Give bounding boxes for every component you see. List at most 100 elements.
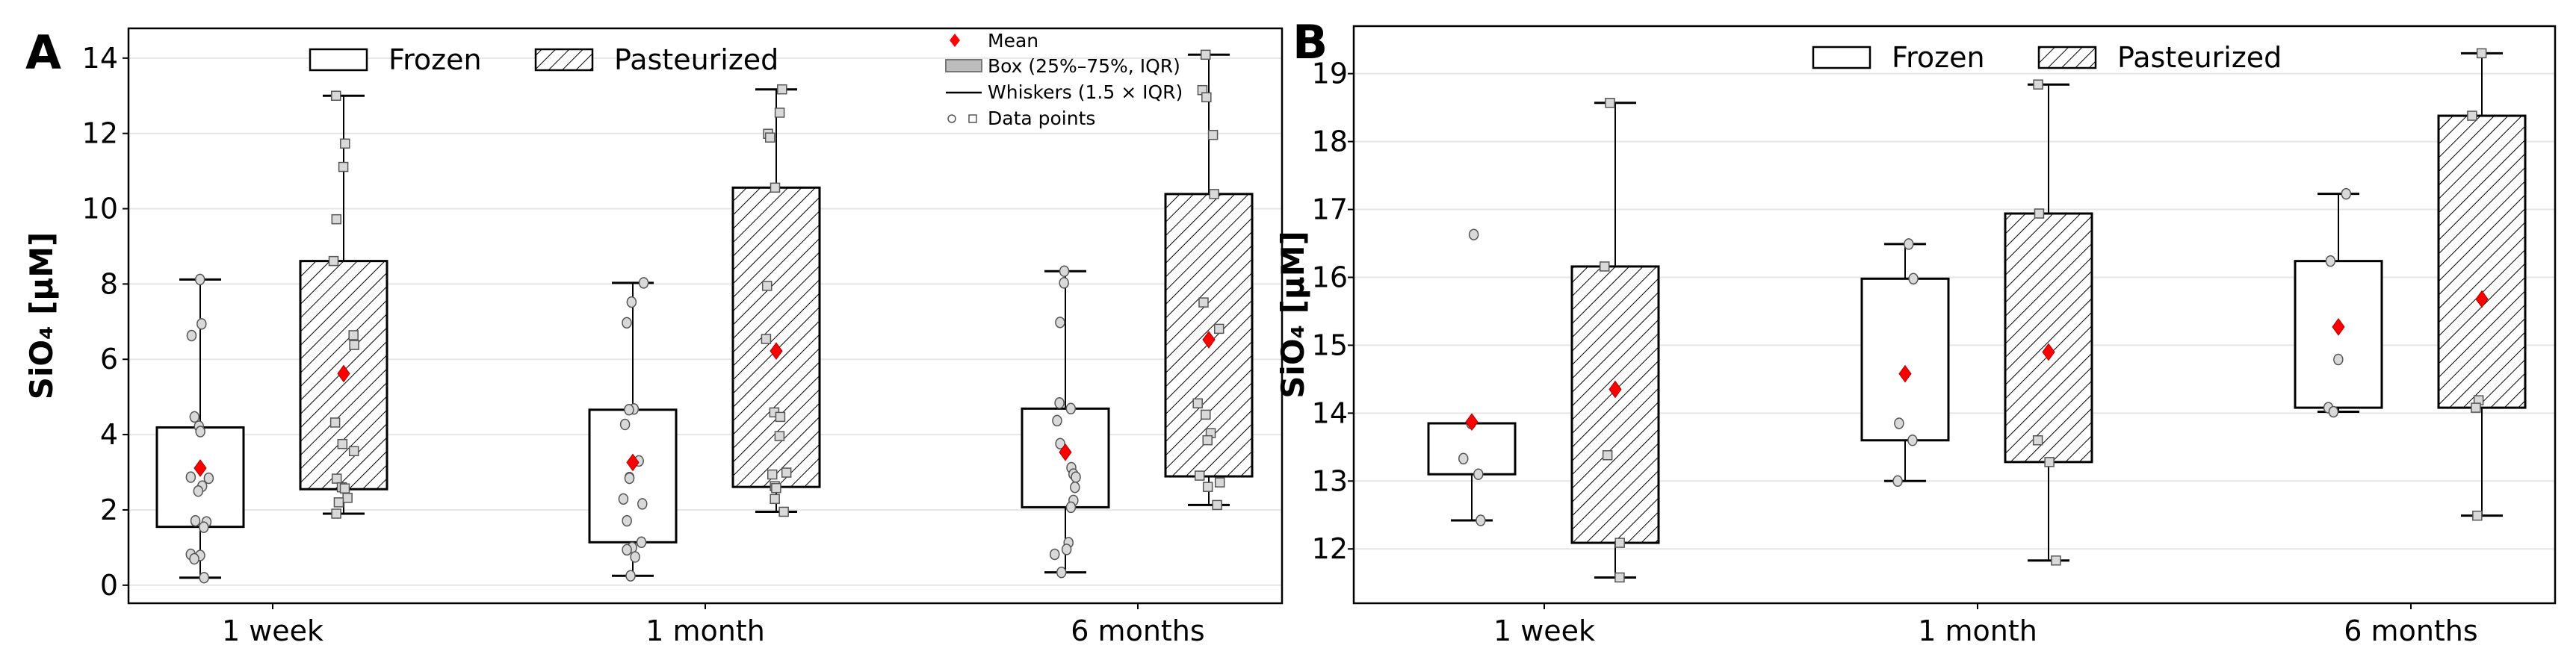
data-point <box>1052 414 1062 427</box>
data-point <box>1070 481 1080 494</box>
legend-label-pasteurized: Pasteurized <box>614 43 778 76</box>
mean-marker <box>1202 331 1216 349</box>
square-point-legend-icon <box>968 114 977 123</box>
circle-point-legend-icon <box>947 114 956 123</box>
data-point <box>1599 261 1610 272</box>
box-pasteurized <box>731 84 821 517</box>
data-point <box>349 340 359 350</box>
data-point <box>2328 405 2339 418</box>
data-point <box>778 506 789 517</box>
data-point <box>781 467 792 478</box>
plot-frame <box>1352 25 2557 605</box>
data-point <box>622 544 632 556</box>
data-point <box>775 411 786 423</box>
data-point <box>196 318 207 330</box>
mean-marker <box>2475 290 2489 308</box>
iqr-box <box>155 426 245 529</box>
data-point <box>2472 510 2483 521</box>
data-point <box>1200 49 1211 60</box>
mean-marker <box>2042 343 2055 361</box>
panel-letter: B <box>1292 15 1328 69</box>
panel-letter: A <box>25 25 61 80</box>
data-point <box>185 471 196 483</box>
y-tick-label: 12 <box>82 117 118 150</box>
data-point <box>186 329 197 342</box>
y-tick-label: 8 <box>100 267 118 300</box>
data-point <box>331 473 342 484</box>
box-frozen <box>2294 187 2383 418</box>
data-point <box>2051 555 2061 566</box>
data-point <box>2471 402 2481 413</box>
panel-b: 12 13 14 15 16 17 18 19 1 week 1 month 6 months SiO… <box>1275 15 2557 647</box>
data-point <box>1213 323 1224 334</box>
data-point <box>1061 544 1072 555</box>
data-point <box>767 469 778 480</box>
data-point <box>1458 452 1469 465</box>
data-point <box>771 482 781 494</box>
data-point <box>1071 471 1081 483</box>
y-tick-label: 13 <box>1312 464 1348 497</box>
data-point <box>1201 92 1212 103</box>
legend-label-pasteurized: Pasteurized <box>2117 41 2282 74</box>
data-point <box>1055 438 1065 449</box>
legend-swatch-pasteurized <box>2037 46 2097 69</box>
data-point <box>1614 538 1625 548</box>
data-point <box>626 296 637 308</box>
data-point <box>1049 548 1060 561</box>
mean-marker <box>1465 413 1479 432</box>
data-point <box>774 431 785 441</box>
y-tick-label: 2 <box>100 494 118 526</box>
y-tick-label: 18 <box>1312 125 1348 158</box>
data-point <box>198 521 209 533</box>
x-tick-label: 6 months <box>2344 614 2477 647</box>
iqr-box <box>731 186 821 488</box>
data-point <box>199 571 209 584</box>
data-point <box>618 493 629 505</box>
legend-swatch-pasteurized <box>534 48 594 72</box>
data-point <box>619 418 631 431</box>
data-point <box>1894 417 1904 429</box>
box-pasteurized <box>2437 48 2527 521</box>
y-tick-label: 16 <box>1312 261 1348 293</box>
data-point <box>638 277 649 289</box>
legend: Frozen Pasteurized <box>1812 41 2282 74</box>
box-frozen <box>1021 265 1110 579</box>
y-tick-label: 14 <box>1312 396 1348 429</box>
data-point <box>761 281 773 291</box>
data-point <box>329 417 341 428</box>
data-point <box>777 84 787 95</box>
data-point <box>761 334 772 344</box>
y-axis-label: SiO₄ [µM] <box>23 232 60 399</box>
data-point <box>1059 277 1069 289</box>
data-point <box>1192 398 1203 408</box>
data-point <box>1605 98 1615 108</box>
data-point <box>333 497 344 508</box>
box-frozen <box>1427 228 1517 526</box>
y-tick-label: 12 <box>1312 532 1348 565</box>
x-tick-label: 6 months <box>1071 614 1204 647</box>
data-point <box>189 552 199 565</box>
data-point <box>193 485 204 497</box>
mean-marker <box>770 342 783 360</box>
data-point <box>1214 477 1225 488</box>
box-pasteurized <box>299 90 388 519</box>
data-point <box>1056 566 1067 579</box>
data-point <box>774 108 785 118</box>
data-point <box>1908 273 1919 285</box>
legend: Frozen Pasteurized <box>309 43 778 76</box>
data-point <box>1468 228 1479 240</box>
mean-marker <box>2332 318 2345 336</box>
panel-a: 0 2 4 6 8 10 12 14 1 week 1 month 6 months SiO₄ [µM… <box>23 25 1284 647</box>
data-point <box>1059 265 1070 277</box>
data-point <box>1209 189 1219 199</box>
data-point <box>2333 353 2344 366</box>
data-point <box>1065 402 1077 415</box>
data-point <box>190 514 201 527</box>
y-tick-label: 6 <box>100 343 118 376</box>
data-point <box>2325 255 2336 267</box>
data-point <box>770 494 780 505</box>
data-point <box>1202 435 1213 446</box>
box-pasteurized <box>2004 79 2093 566</box>
data-point <box>203 472 214 485</box>
data-point <box>2033 79 2043 90</box>
